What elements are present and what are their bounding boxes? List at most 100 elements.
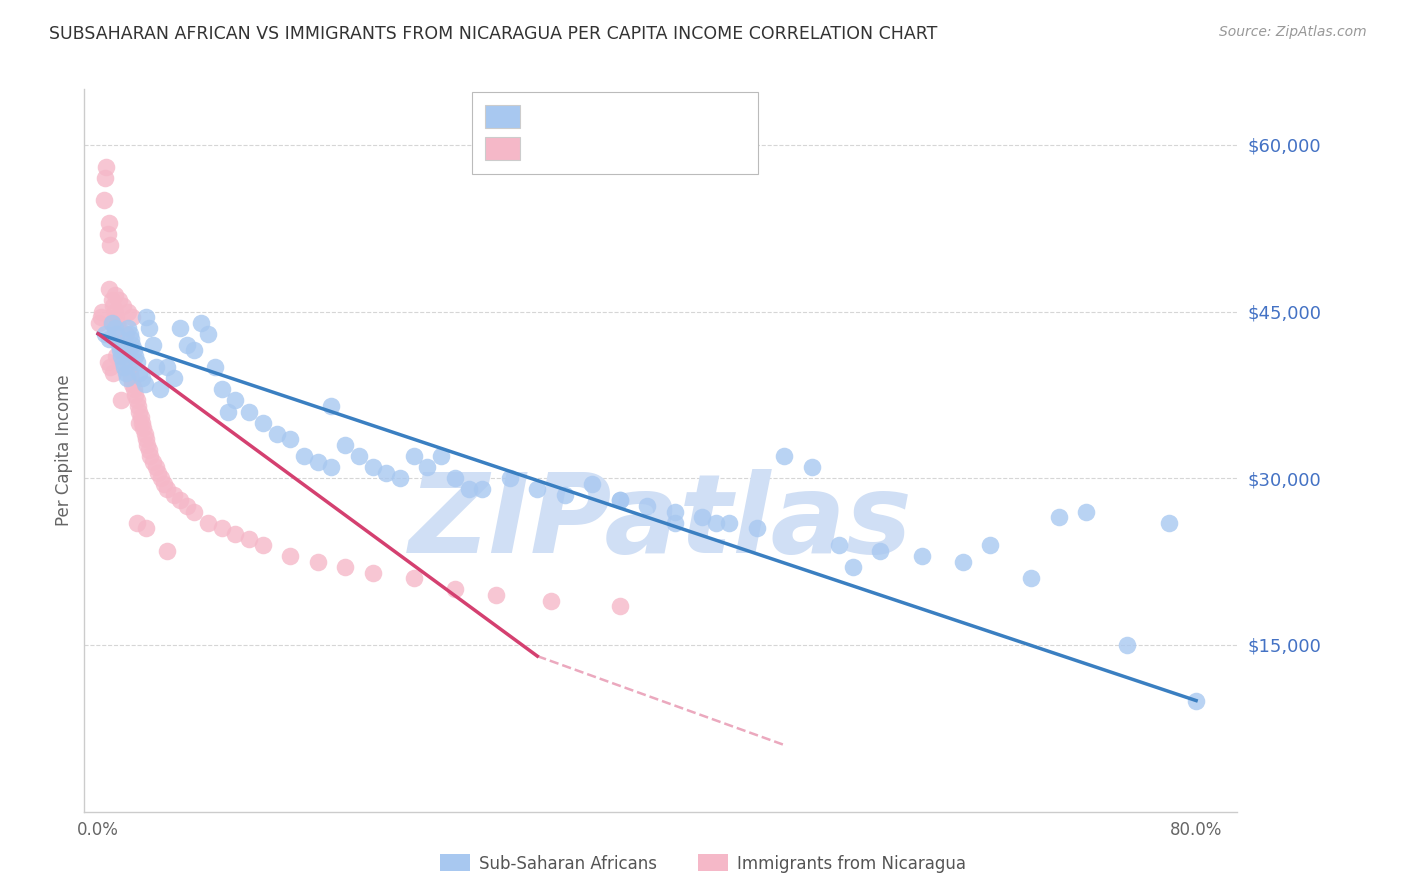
Point	[128, 416, 150, 430]
Point	[183, 343, 205, 358]
Text: ZIPatlas: ZIPatlas	[409, 469, 912, 576]
Point	[91, 304, 114, 318]
Point	[100, 360, 122, 375]
Point	[361, 566, 384, 580]
Point	[138, 321, 160, 335]
Point	[704, 516, 727, 530]
Point	[402, 571, 425, 585]
Point	[120, 332, 142, 346]
Point	[211, 521, 233, 535]
Text: -0.441: -0.441	[520, 147, 583, 166]
Point	[278, 433, 301, 447]
Point	[111, 299, 134, 313]
Text: N =: N =	[578, 121, 634, 140]
Y-axis label: Per Capita Income: Per Capita Income	[55, 375, 73, 526]
Point	[1157, 516, 1180, 530]
Point	[307, 555, 329, 569]
Point	[120, 371, 142, 385]
Point	[156, 360, 179, 375]
Text: R =: R =	[488, 121, 530, 140]
Point	[190, 316, 212, 330]
Point	[690, 510, 713, 524]
Point	[1076, 505, 1098, 519]
Text: 83: 83	[619, 147, 643, 166]
Point	[176, 338, 198, 352]
Point	[122, 382, 145, 396]
Point	[101, 316, 124, 330]
Point	[115, 371, 138, 385]
Point	[122, 343, 145, 358]
Point	[107, 293, 129, 308]
Point	[176, 499, 198, 513]
Point	[114, 366, 136, 380]
Point	[135, 433, 157, 447]
Point	[828, 538, 851, 552]
Legend: Sub-Saharan Africans, Immigrants from Nicaragua: Sub-Saharan Africans, Immigrants from Ni…	[433, 847, 973, 880]
Point	[609, 493, 631, 508]
Point	[111, 354, 134, 368]
Point	[485, 588, 508, 602]
Point	[121, 376, 143, 391]
Point	[224, 526, 246, 541]
Point	[124, 349, 146, 363]
Point	[108, 343, 131, 358]
Point	[117, 321, 139, 335]
Point	[117, 304, 139, 318]
Point	[197, 516, 219, 530]
Text: -0.627: -0.627	[520, 121, 583, 140]
Point	[169, 493, 191, 508]
Point	[224, 393, 246, 408]
Point	[444, 471, 467, 485]
Point	[94, 171, 117, 186]
Point	[124, 388, 146, 402]
Point	[114, 326, 136, 341]
Point	[444, 582, 467, 597]
Point	[581, 476, 603, 491]
Point	[238, 404, 260, 418]
Point	[197, 326, 219, 341]
Point	[125, 354, 148, 368]
Point	[107, 338, 129, 352]
Point	[110, 349, 132, 363]
Point	[609, 599, 631, 613]
Point	[664, 516, 686, 530]
Point	[333, 438, 356, 452]
Point	[162, 488, 184, 502]
Text: N =: N =	[578, 147, 634, 166]
Point	[132, 421, 155, 435]
Point	[800, 460, 823, 475]
Point	[135, 310, 157, 324]
Point	[218, 404, 240, 418]
Point	[252, 538, 274, 552]
Point	[112, 338, 135, 352]
Point	[292, 449, 315, 463]
Point	[100, 237, 122, 252]
Point	[842, 560, 865, 574]
Point	[108, 332, 131, 346]
Point	[107, 321, 129, 335]
Point	[150, 471, 173, 485]
Point	[105, 316, 128, 330]
Point	[131, 416, 153, 430]
Point	[457, 483, 479, 497]
Point	[97, 354, 120, 368]
Point	[169, 321, 191, 335]
Text: R =: R =	[488, 147, 530, 166]
Point	[266, 426, 288, 441]
Point	[101, 316, 124, 330]
Point	[134, 426, 156, 441]
Point	[952, 555, 974, 569]
Point	[278, 549, 301, 563]
Point	[609, 493, 631, 508]
Point	[910, 549, 932, 563]
Point	[745, 521, 768, 535]
Point	[98, 332, 121, 346]
Point	[142, 454, 165, 468]
Point	[98, 216, 121, 230]
Point	[211, 382, 233, 396]
Point	[389, 471, 412, 485]
Point	[361, 460, 384, 475]
Point	[156, 543, 179, 558]
Point	[104, 349, 127, 363]
Point	[416, 460, 439, 475]
